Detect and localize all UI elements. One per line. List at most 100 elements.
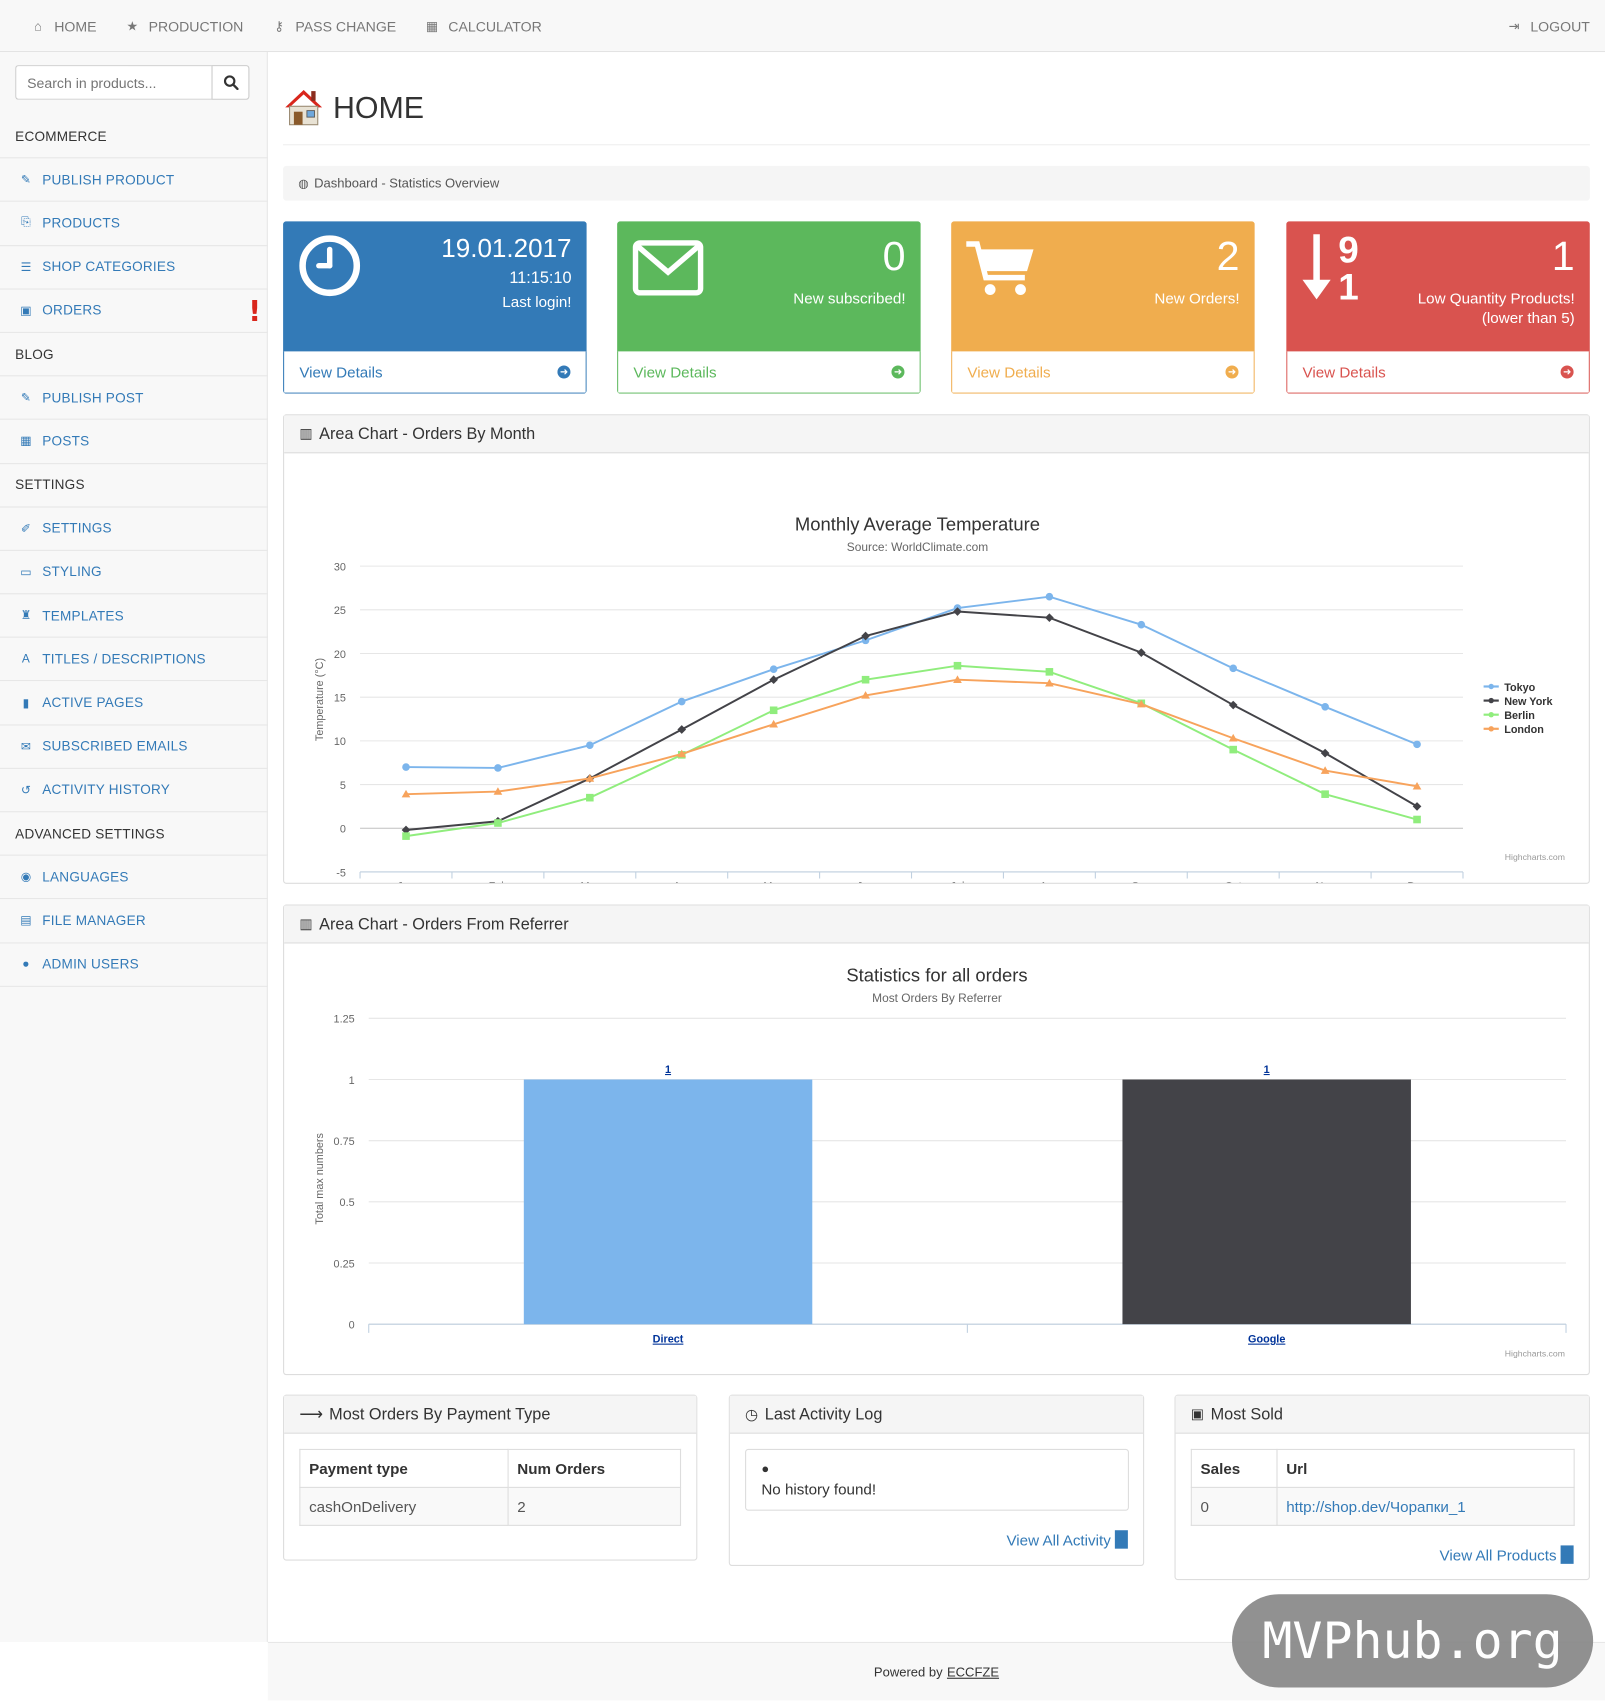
data-point[interactable] — [677, 749, 687, 758]
data-point[interactable] — [1136, 648, 1146, 657]
legend-item[interactable]: New York — [1504, 696, 1553, 708]
sidebar-item-languages[interactable]: ◉ LANGUAGES — [0, 856, 268, 900]
data-point[interactable] — [677, 697, 686, 706]
view-details-link[interactable]: View Details ➜ — [951, 351, 1255, 394]
data-point[interactable] — [402, 763, 410, 771]
sidebar-item-templates[interactable]: ♜ TEMPLATES — [0, 594, 268, 638]
bar-google[interactable] — [1122, 1079, 1411, 1325]
data-point[interactable] — [401, 825, 411, 835]
data-point[interactable] — [1045, 592, 1054, 601]
sidebar-item-titles-descriptions[interactable]: A TITLES / DESCRIPTIONS — [0, 638, 268, 682]
x-tick-label: Nov — [1315, 880, 1335, 882]
sidebar-item-label: PUBLISH PRODUCT — [42, 172, 175, 188]
data-point[interactable] — [953, 675, 962, 683]
data-point[interactable] — [861, 636, 870, 645]
data-point[interactable] — [1412, 781, 1422, 790]
nav-logout[interactable]: ⇥ LOGOUT — [1506, 17, 1590, 35]
data-point[interactable] — [953, 661, 962, 670]
bar-chart-icon: ▥ — [299, 915, 313, 932]
data-point[interactable] — [401, 789, 411, 798]
data-point[interactable] — [494, 764, 502, 772]
legend-item[interactable]: Berlin — [1504, 710, 1535, 722]
sidebar-item-active-pages[interactable]: ▮ ACTIVE PAGES — [0, 682, 268, 726]
money-icon: ▣ — [1190, 1405, 1205, 1422]
tile-value: 1 — [1551, 234, 1575, 280]
data-label[interactable]: 1 — [1264, 1064, 1270, 1076]
legend-item[interactable]: London — [1504, 724, 1544, 736]
nav-calculator[interactable]: ▦ CALCULATOR — [424, 18, 542, 34]
sidebar-item-orders[interactable]: ▣ ORDERS! — [0, 289, 268, 333]
view-details-link[interactable]: View Details ➜ — [283, 351, 587, 394]
chart-credits[interactable]: Highcharts.com — [1505, 1349, 1565, 1359]
x-tick-label[interactable]: Google — [1248, 1334, 1285, 1346]
data-point[interactable] — [1229, 745, 1238, 754]
footer-link[interactable]: ECCFZE — [946, 1664, 1000, 1680]
product-url-link[interactable]: http://shop.dev/Чорапки_1 — [1276, 1486, 1575, 1526]
data-point[interactable] — [769, 706, 778, 715]
sidebar-item-styling[interactable]: ▭ STYLING — [0, 551, 268, 595]
laptop-icon: ▭ — [20, 566, 32, 580]
data-point[interactable] — [1229, 664, 1238, 673]
data-point[interactable] — [586, 793, 594, 802]
wrench-icon: ✐ — [20, 522, 32, 536]
history-icon: ↺ — [20, 783, 32, 798]
data-point[interactable] — [586, 741, 594, 750]
sidebar-item-label: ADMIN USERS — [42, 956, 139, 972]
view-details-link[interactable]: View Details ➜ — [1286, 351, 1590, 394]
chart-credits[interactable]: Highcharts.com — [1505, 852, 1565, 862]
data-point[interactable] — [585, 774, 595, 782]
y-tick-label: 1 — [349, 1075, 355, 1087]
page-header: HOME — [283, 85, 1590, 146]
sidebar-item-settings[interactable]: ✐ SETTINGS — [0, 507, 268, 551]
tile-caption-2: (lower than 5) — [1481, 309, 1575, 327]
sidebar-item-shop-categories[interactable]: ☰ SHOP CATEGORIES — [0, 246, 268, 290]
search-button[interactable] — [211, 65, 250, 100]
view-all-products-link[interactable]: View All Products ➜ — [1440, 1545, 1574, 1564]
legend-item[interactable]: Tokyo — [1504, 682, 1535, 694]
nav-logout-label: LOGOUT — [1530, 17, 1590, 35]
data-label[interactable]: 1 — [665, 1064, 671, 1076]
data-point[interactable] — [1413, 815, 1421, 824]
sidebar-item-admin-users[interactable]: ● ADMIN USERS — [0, 943, 268, 987]
search-input[interactable] — [15, 65, 212, 100]
nav-home[interactable]: ⌂ HOME — [30, 18, 96, 34]
data-point[interactable] — [861, 631, 870, 641]
sidebar-item-publish-product[interactable]: ✎ PUBLISH PRODUCT — [0, 159, 268, 203]
x-tick-label[interactable]: Direct — [653, 1334, 684, 1346]
data-point[interactable] — [1136, 699, 1146, 708]
sidebar-item-products[interactable]: ⎘ PRODUCTS — [0, 202, 268, 246]
data-point[interactable] — [1412, 802, 1422, 811]
data-point[interactable] — [493, 787, 503, 795]
data-point[interactable] — [677, 725, 687, 734]
sidebar-item-posts[interactable]: ▦ POSTS — [0, 420, 268, 464]
data-point[interactable] — [1045, 668, 1054, 676]
data-point[interactable] — [1137, 620, 1146, 629]
data-point[interactable] — [1321, 702, 1329, 711]
sidebar-item-file-manager[interactable]: ▤ FILE MANAGER — [0, 899, 268, 944]
sidebar-item-activity-history[interactable]: ↺ ACTIVITY HISTORY — [0, 769, 268, 813]
data-point[interactable] — [769, 665, 778, 674]
data-point[interactable] — [1228, 700, 1238, 710]
data-point[interactable] — [861, 691, 870, 699]
nav-pass-change[interactable]: ⚷ PASS CHANGE — [272, 18, 396, 34]
view-details-link[interactable]: View Details ➜ — [617, 351, 921, 394]
bar-direct[interactable] — [523, 1079, 813, 1325]
data-point[interactable] — [1321, 790, 1329, 798]
data-point[interactable] — [1320, 766, 1330, 774]
data-point[interactable] — [402, 832, 410, 840]
view-all-activity-link[interactable]: View All Activity ➜ — [1006, 1530, 1128, 1549]
data-point[interactable] — [1320, 748, 1330, 758]
nav-production[interactable]: ★ PRODUCTION — [125, 18, 243, 34]
data-point[interactable] — [494, 819, 502, 827]
data-point[interactable] — [1228, 733, 1238, 742]
data-point[interactable] — [1413, 740, 1421, 749]
sidebar-item-subscribed-emails[interactable]: ✉ SUBSCRIBED EMAILS — [0, 725, 268, 769]
sidebar-item-publish-post[interactable]: ✎ PUBLISH POST — [0, 376, 268, 421]
data-point[interactable] — [861, 675, 870, 684]
data-point[interactable] — [769, 675, 778, 685]
clock-icon — [299, 235, 361, 297]
data-point[interactable] — [1045, 613, 1054, 623]
data-point[interactable] — [1045, 678, 1054, 687]
arrow-circle-right-icon: ➜ — [1115, 1530, 1128, 1549]
data-point[interactable] — [769, 719, 778, 728]
